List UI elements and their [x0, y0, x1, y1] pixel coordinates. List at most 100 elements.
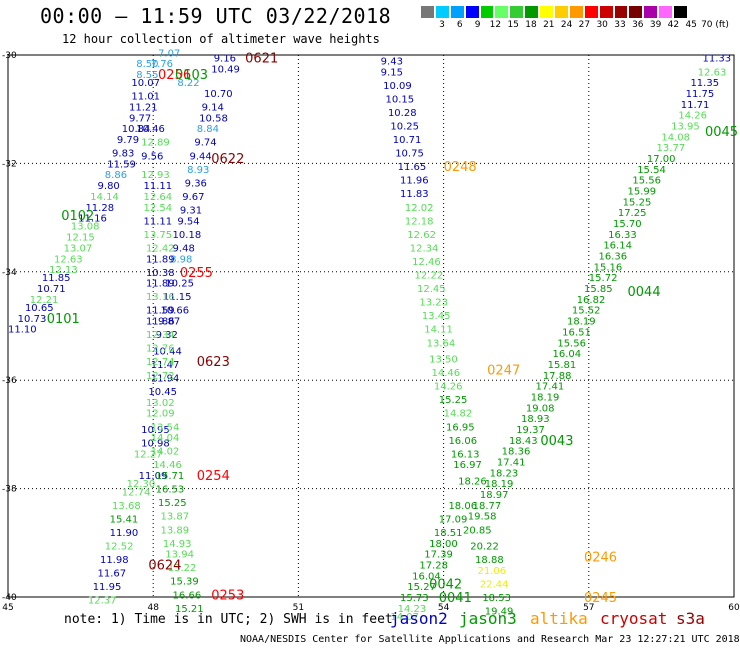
wave-height-label: 9.80 [98, 181, 120, 192]
wave-height-label: 10.66 [160, 306, 189, 317]
wave-height-label: 14.04 [151, 433, 180, 444]
wave-height-label: 14.93 [163, 539, 192, 550]
wave-height-label: 17.00 [647, 154, 676, 165]
color-scale-swatch [464, 5, 480, 19]
wave-height-label: 22.44 [480, 579, 509, 590]
wave-height-label: 17.41 [536, 382, 565, 393]
pass-number-label: 0622 [211, 152, 244, 167]
wave-height-label: 10.45 [148, 387, 177, 398]
wave-height-label: 9.32 [156, 330, 178, 341]
wave-height-label: 10.38 [146, 268, 175, 279]
color-scale-swatch [539, 5, 555, 19]
wave-height-label: 13.22 [168, 563, 197, 574]
wave-height-label: 14.14 [90, 192, 119, 203]
color-scale-swatch [524, 5, 540, 19]
wave-height-label: 18.88 [475, 555, 504, 566]
wave-height-label: 17.28 [419, 560, 448, 571]
wave-height-label: 10.25 [165, 279, 194, 290]
pass-number-label: 0256 [158, 68, 191, 83]
wave-height-label: 13.45 [422, 311, 451, 322]
wave-height-label: 13.95 [671, 121, 700, 132]
wave-height-label: 12.02 [405, 203, 434, 214]
wave-height-label: 13.02 [146, 398, 175, 409]
units-note: note: 1) Time is in UTC; 2) SWH is in fe… [64, 612, 393, 627]
pass-number-label: 0045 [705, 125, 738, 140]
color-scale-label: 15 [507, 20, 519, 30]
wave-height-label: 11.33 [703, 54, 732, 65]
wave-height-label: 18.26 [458, 476, 487, 487]
wave-height-label: 15.21 [175, 604, 204, 615]
pass-number-label: 0247 [487, 363, 520, 378]
color-scale-swatch [479, 5, 495, 19]
wave-height-label: 10.44 [153, 346, 182, 357]
y-tick-label: -40 [2, 593, 17, 603]
wave-height-label: 11.86 [146, 317, 175, 328]
wave-height-label: 11.89 [146, 254, 175, 265]
wave-height-label: 11.95 [93, 582, 122, 593]
wave-height-label: 8.93 [187, 165, 209, 176]
wave-height-label: 11.21 [129, 102, 158, 113]
wave-height-label: 11.11 [144, 181, 173, 192]
color-scale-swatch [509, 5, 525, 19]
wave-height-label: 13.77 [657, 143, 686, 154]
wave-height-label: 16.51 [562, 327, 591, 338]
wave-height-label: 18.36 [502, 447, 531, 458]
wave-height-label: 19.37 [516, 425, 545, 436]
wave-height-label: 9.74 [194, 138, 216, 149]
wave-height-label: 12.54 [144, 203, 173, 214]
wave-height-label: 8.22 [177, 78, 199, 89]
wave-height-label: 9.48 [173, 243, 195, 254]
wave-height-label: 12.72 [146, 371, 175, 382]
wave-height-label: 9.83 [112, 149, 134, 160]
wave-height-label: 9.14 [202, 102, 224, 113]
wave-height-label: 11.47 [151, 360, 180, 371]
pass-number-label: 0623 [197, 355, 230, 370]
wave-height-label: 9.54 [177, 216, 199, 227]
color-scale-label: 21 [543, 20, 555, 30]
legend-jason2: jason2 [390, 609, 448, 628]
y-tick-label: -30 [2, 51, 17, 61]
pass-number-label: 0042 [429, 577, 462, 592]
pass-number-label: 0041 [439, 591, 472, 606]
color-scale-swatch [568, 5, 584, 19]
color-scale-label: 39 [649, 20, 662, 30]
wave-height-label: 9.15 [381, 67, 403, 78]
wave-height-label: 11.11 [144, 216, 173, 227]
wave-height-label: 12.30 [127, 479, 156, 490]
wave-height-label: 13.68 [112, 501, 141, 512]
wave-height-label: 9.44 [190, 151, 212, 162]
wave-height-label: 15.27 [407, 582, 436, 593]
wave-height-label: 12.89 [141, 138, 170, 149]
wave-height-label: 10.75 [395, 149, 424, 160]
wave-height-label: 11.28 [85, 203, 114, 214]
wave-height-label: 12.63 [54, 254, 83, 265]
wave-height-label: 13.87 [160, 512, 189, 523]
wave-height-label: 11.98 [100, 555, 129, 566]
wave-height-label: 14.07 [390, 612, 419, 623]
wave-height-label: 18.06 [448, 501, 477, 512]
footer-credit: NOAA/NESDIS Center for Satellite Applica… [240, 634, 740, 645]
wave-height-label: 18.19 [485, 479, 514, 490]
wave-height-label: 11.59 [107, 159, 136, 170]
wave-height-label: 19.58 [468, 512, 497, 523]
wave-height-label: 11.10 [8, 325, 37, 336]
wave-height-label: 16.04 [553, 349, 582, 360]
pass-number-label: 0248 [444, 160, 477, 175]
wave-height-label: 20.85 [463, 525, 492, 536]
wave-height-label: 10.98 [141, 439, 170, 450]
wave-height-label: 10.18 [173, 230, 202, 241]
pass-number-label: 0624 [148, 558, 181, 573]
color-scale-label: 33 [614, 20, 626, 30]
wave-height-label: 11.35 [690, 78, 719, 89]
wave-height-label: 12.45 [417, 284, 446, 295]
wave-height-label: 11.59 [146, 306, 175, 317]
wave-height-label: 8.98 [170, 254, 192, 265]
wave-height-label: 17.39 [424, 550, 453, 561]
color-scale-label: 42 [667, 20, 680, 30]
wave-height-label: 14.46 [432, 368, 461, 379]
wave-height-label: 15.16 [594, 262, 623, 273]
wave-height-label: 10.71 [393, 135, 422, 146]
color-scale-bar [420, 5, 689, 19]
pass-number-label: 0044 [628, 285, 661, 300]
wave-height-label: 12.15 [66, 233, 95, 244]
